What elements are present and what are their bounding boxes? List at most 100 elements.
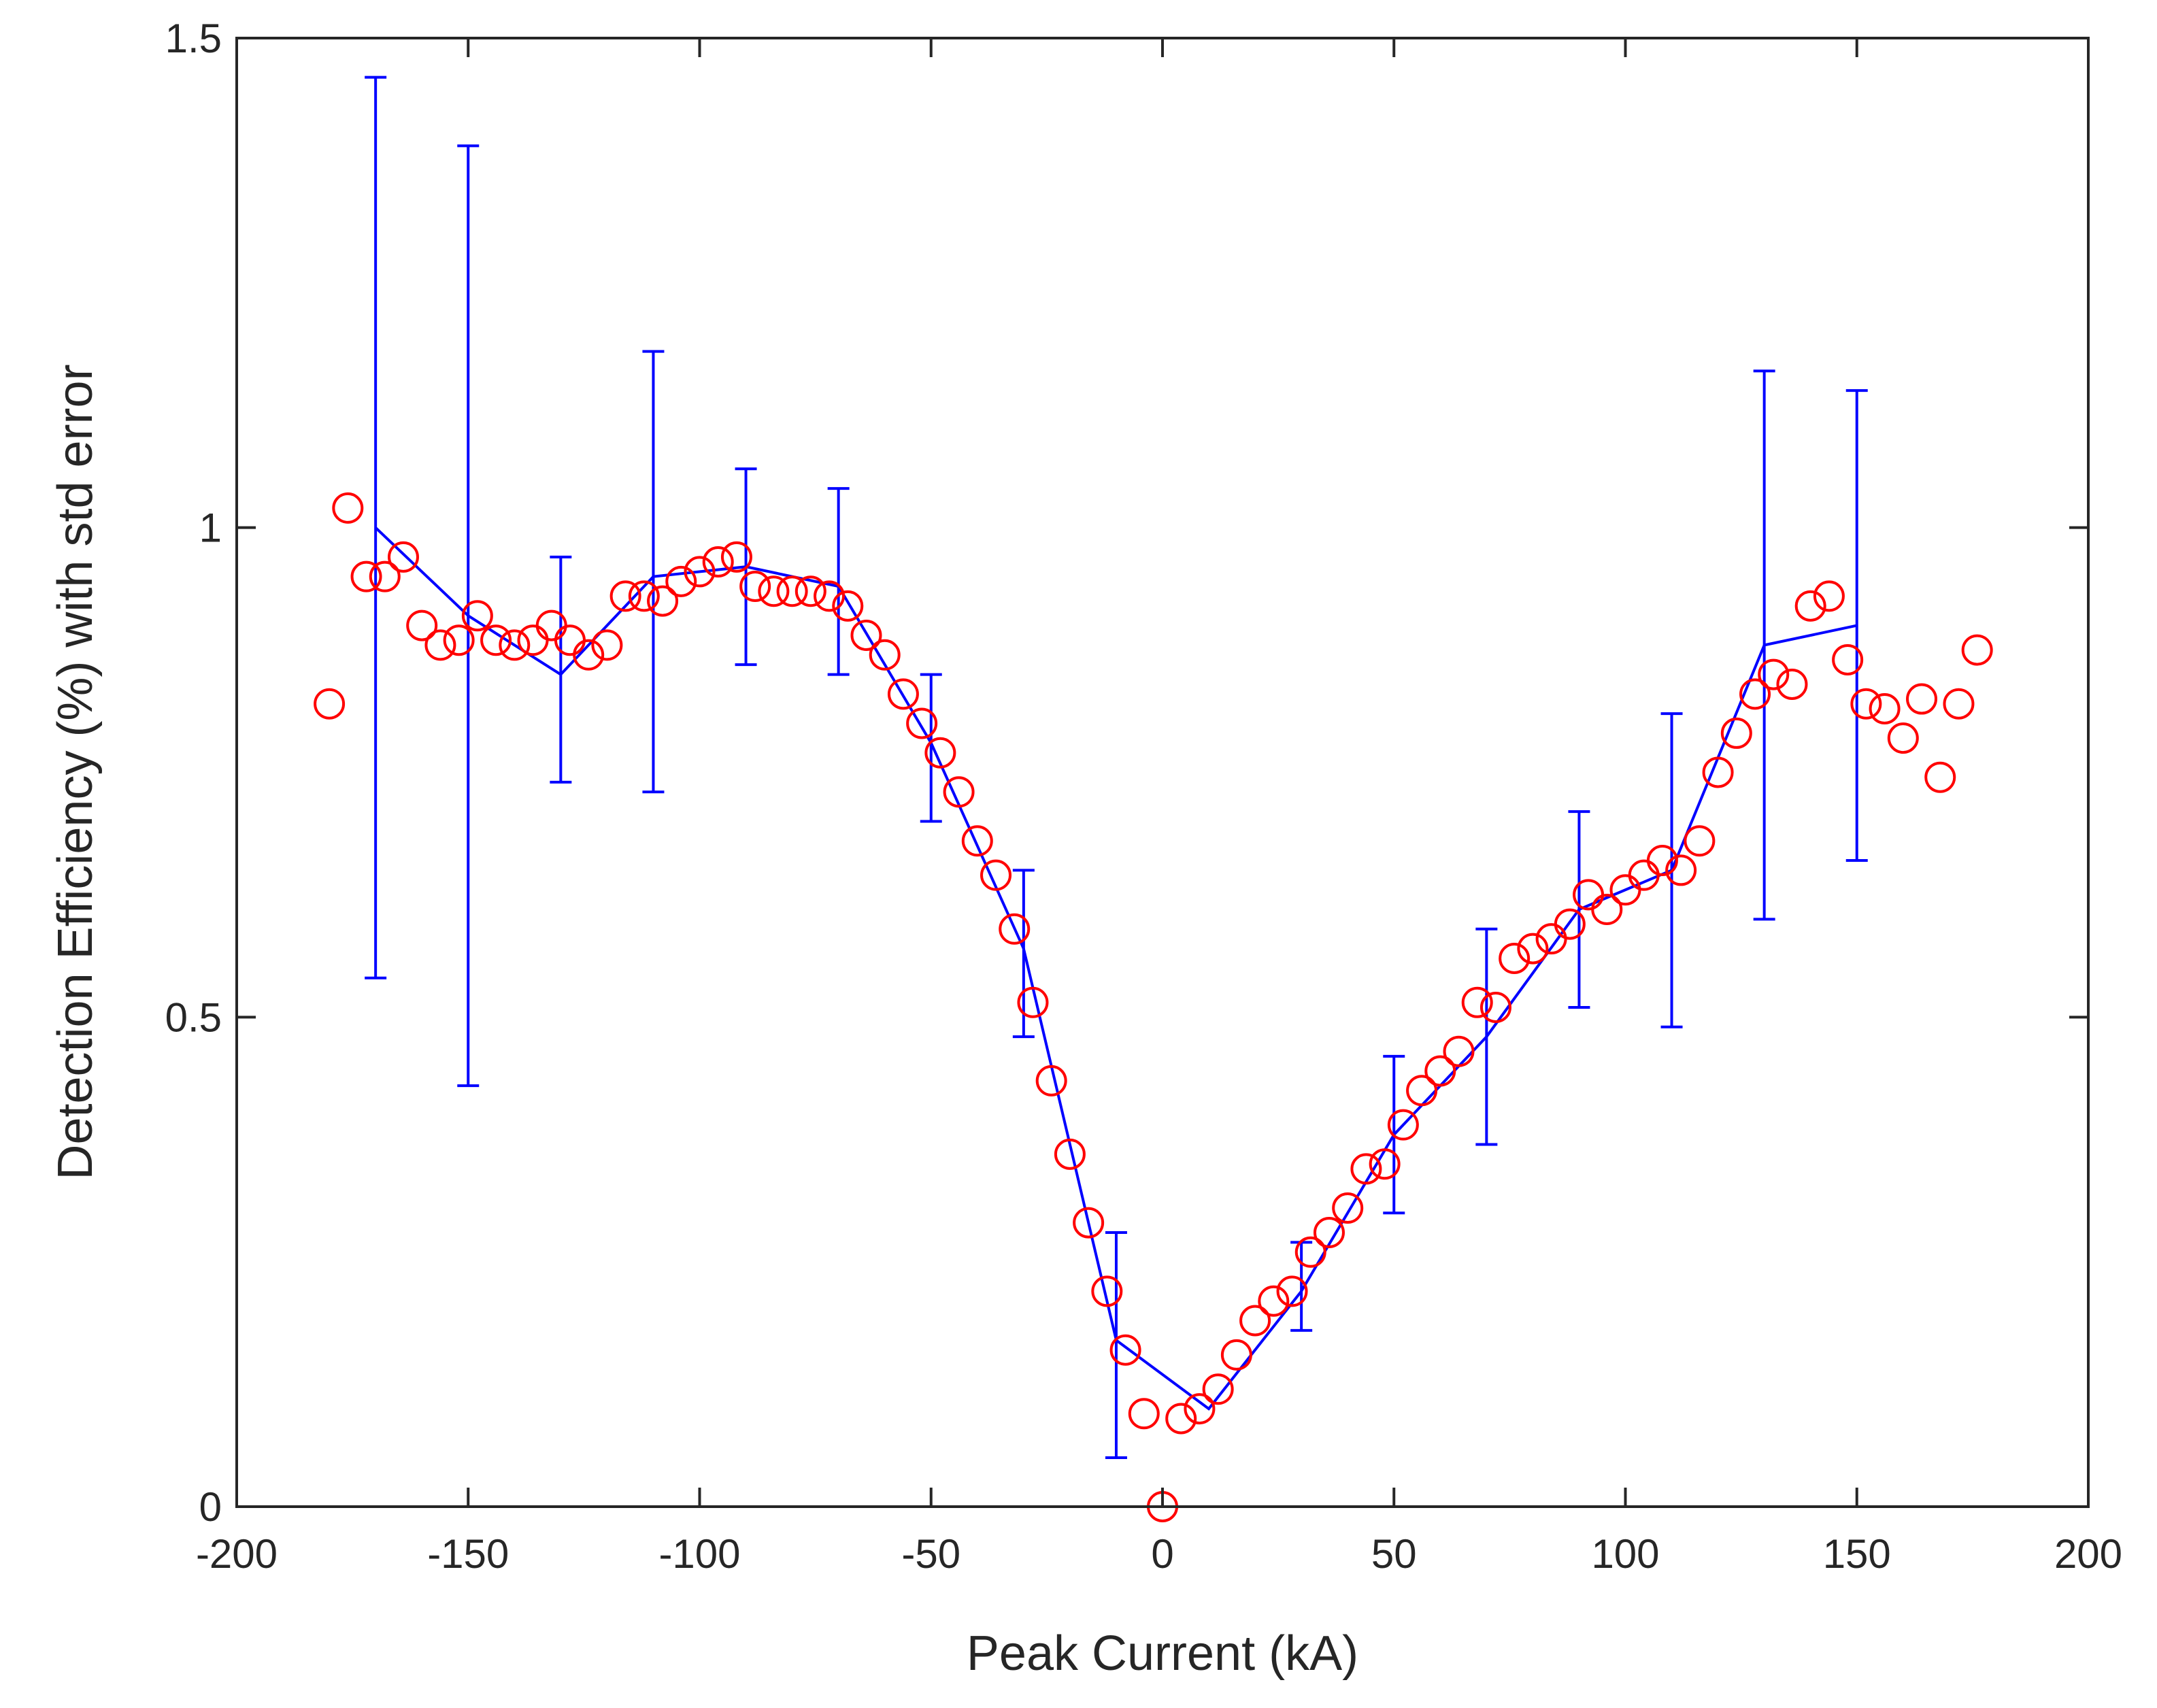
data-point <box>1184 1393 1216 1425</box>
x-tick-label: 50 <box>1371 1531 1417 1577</box>
data-point <box>1406 1075 1438 1107</box>
data-point <box>684 556 716 588</box>
data-point <box>1035 1065 1067 1096</box>
y-tick-label: 1 <box>199 505 222 551</box>
data-point <box>980 859 1012 891</box>
data-point <box>406 609 438 641</box>
data-point <box>1813 580 1845 612</box>
data-point <box>1128 1398 1160 1430</box>
data-point <box>1424 1055 1456 1087</box>
data-point <box>739 571 771 603</box>
data-point <box>720 541 752 573</box>
data-point <box>1443 1035 1475 1067</box>
data-point <box>776 575 808 607</box>
data-point <box>332 492 364 524</box>
x-axis-label: Peak Current (kA) <box>967 1626 1358 1681</box>
data-point <box>1276 1275 1308 1307</box>
data-point <box>702 546 734 578</box>
data-point <box>1017 986 1049 1018</box>
data-point <box>1887 722 1919 754</box>
data-point <box>424 629 456 661</box>
data-point <box>1739 678 1771 710</box>
y-tick-label: 1.5 <box>165 16 222 61</box>
data-point <box>1313 1216 1345 1248</box>
data-point <box>1109 1334 1141 1366</box>
data-point <box>1517 933 1549 965</box>
data-point <box>1924 761 1956 793</box>
data-point <box>924 737 956 769</box>
data-point <box>1461 986 1493 1018</box>
data-point <box>1239 1305 1271 1337</box>
data-point <box>591 629 623 661</box>
x-tick-label: 100 <box>1591 1531 1659 1577</box>
data-point <box>1073 1207 1105 1239</box>
data-point <box>887 678 919 710</box>
data-point <box>387 541 419 573</box>
x-tick-label: -100 <box>658 1531 740 1577</box>
data-point <box>1869 692 1901 724</box>
data-point <box>480 624 512 656</box>
data-point <box>1720 717 1752 749</box>
data-point <box>1479 991 1511 1023</box>
data-point <box>850 619 882 651</box>
data-point <box>1684 825 1716 857</box>
data-point <box>1258 1285 1290 1317</box>
data-point <box>350 560 382 592</box>
data-point <box>1943 688 1975 720</box>
x-tick-label: 150 <box>1823 1531 1891 1577</box>
data-point <box>1554 908 1586 940</box>
data-point <box>1776 668 1808 700</box>
x-tick-label: -200 <box>196 1531 278 1577</box>
data-point <box>369 560 401 592</box>
y-tick-label: 0.5 <box>165 994 222 1040</box>
data-point <box>1850 688 1882 720</box>
x-tick-label: 0 <box>1151 1531 1173 1577</box>
data-point <box>1646 845 1678 877</box>
data-point <box>999 913 1031 945</box>
data-point <box>443 624 475 656</box>
data-point <box>1702 756 1734 788</box>
data-point <box>314 688 346 720</box>
x-tick-label: 200 <box>2054 1531 2122 1577</box>
data-point <box>758 575 790 607</box>
data-point <box>1202 1373 1234 1405</box>
x-tick-label: -150 <box>427 1531 509 1577</box>
data-point <box>961 825 993 857</box>
data-point <box>1054 1138 1086 1170</box>
data-point <box>1220 1339 1252 1371</box>
x-tick-label: -50 <box>901 1531 960 1577</box>
data-point <box>609 580 641 612</box>
data-point <box>906 707 938 739</box>
data-point <box>461 600 493 632</box>
data-point <box>1387 1109 1419 1141</box>
data-point <box>1294 1236 1326 1268</box>
data-point <box>1499 942 1531 974</box>
data-point <box>1350 1153 1382 1185</box>
y-axis-label: Detection Efficiency (%) with std error <box>48 364 103 1179</box>
data-point <box>1332 1192 1364 1224</box>
data-point <box>869 639 901 671</box>
plot-marks <box>314 76 1993 1522</box>
data-point <box>814 580 846 612</box>
data-point <box>628 580 660 612</box>
axis-ticks: -200 -150 -100 -50 0 50 100 150 200 0 0.5 1 1.5 <box>165 16 2122 1577</box>
data-point <box>1165 1403 1197 1435</box>
y-tick-label: 0 <box>199 1484 222 1530</box>
data-point <box>1961 634 1993 666</box>
data-point <box>573 639 605 671</box>
data-point <box>1906 683 1938 715</box>
data-point <box>499 629 531 661</box>
data-point <box>943 776 975 808</box>
data-point <box>647 585 679 617</box>
data-point <box>1758 658 1790 690</box>
data-point <box>1091 1275 1123 1307</box>
data-point <box>832 590 864 622</box>
data-point <box>1591 894 1623 926</box>
data-point <box>1794 590 1826 622</box>
data-point <box>1665 854 1697 886</box>
data-point <box>1369 1148 1401 1180</box>
data-point <box>1832 643 1864 675</box>
data-point <box>665 565 697 597</box>
